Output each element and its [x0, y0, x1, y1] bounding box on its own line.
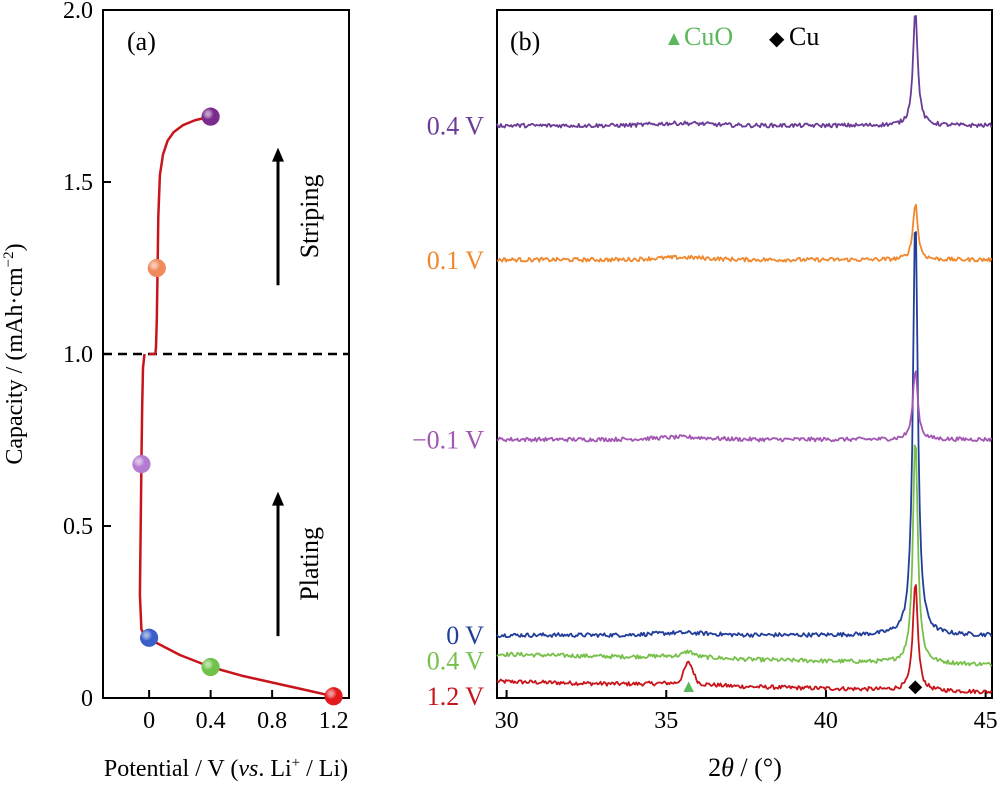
y-tick-label: 1.5: [63, 170, 93, 196]
xrd-trace: [496, 231, 993, 638]
panel-b-label: (b): [510, 27, 540, 56]
xrd-series-label: 0.4 V: [427, 647, 485, 676]
y-tick-label: 1.0: [63, 342, 93, 368]
xrd-trace: [496, 370, 993, 443]
direction-label: Striping: [295, 175, 324, 259]
xrd-trace: [496, 584, 993, 695]
state-marker-shine: [201, 107, 220, 126]
xrd-trace: [496, 444, 993, 667]
xrd-series-label: 0.4 V: [427, 112, 485, 141]
capacity-curve: [149, 115, 211, 356]
xrd-series-label: −0.1 V: [412, 425, 484, 454]
xrd-series-labels: 1.2 V0.4 V0 V−0.1 V0.1 V0.4 V: [412, 112, 484, 711]
x-tick-label: 40: [814, 708, 838, 734]
panel-a-y-axis-label: Capacity / (mAh·cm−2): [1, 243, 28, 464]
xrd-trace: [496, 203, 993, 263]
direction-arrow-head: [272, 147, 284, 162]
y-tick-label: 2.0: [63, 0, 93, 24]
state-marker-shine: [324, 687, 343, 706]
xrd-series-label: 0 V: [446, 621, 484, 650]
panel-b-frame: [496, 9, 993, 699]
y-tick-label: 0: [81, 686, 93, 712]
xrd-peak-markers: ▲ ◆: [680, 676, 923, 696]
panel-b-x-ticks: 30 35 40 45: [495, 690, 998, 734]
legend-cu-symbol: ◆: [769, 28, 785, 50]
panel-b-legend: ▲ CuO ◆ Cu: [664, 22, 819, 51]
state-marker-shine: [140, 628, 159, 647]
legend-cuo-symbol: ▲: [664, 28, 684, 50]
state-markers: [132, 107, 343, 706]
panel-a-x-axis-label: Potential / V (vs. Li+ / Li): [104, 755, 348, 782]
state-marker-shine: [201, 658, 220, 677]
x-tick-label: 0.4: [196, 708, 226, 734]
panel-a-y-ticks: 0 0.5 1.0 1.5 2.0: [63, 0, 111, 712]
direction-arrow-head: [272, 491, 284, 506]
panel-a-label: (a): [127, 27, 156, 56]
x-tick-label: 0.8: [257, 708, 287, 734]
peak-marker: ▲: [680, 676, 698, 696]
xrd-series-label: 1.2 V: [427, 682, 485, 711]
panel-a-x-ticks: 0 0.4 0.8 1.2: [143, 690, 349, 734]
x-tick-label: 1.2: [319, 708, 349, 734]
capacity-curve: [138, 353, 334, 698]
panel-b-x-axis-label: 2θ / (°): [708, 753, 782, 782]
legend-cuo-label: CuO: [684, 22, 733, 51]
xrd-trace: [496, 15, 993, 129]
x-tick-label: 45: [974, 708, 998, 734]
direction-label: Plating: [295, 527, 324, 601]
panel-a-annotations: Striping Plating: [272, 147, 324, 637]
x-tick-label: 30: [495, 708, 519, 734]
state-marker-shine: [147, 259, 166, 277]
legend-cu-label: Cu: [789, 22, 819, 51]
x-tick-label: 0: [143, 708, 155, 734]
state-marker-shine: [132, 455, 151, 474]
x-tick-label: 35: [654, 708, 678, 734]
xrd-series-label: 0.1 V: [427, 246, 485, 275]
peak-marker: ◆: [908, 676, 922, 696]
panel-a: 0 0.5 1.0 1.5 2.0 0 0.4 0.8 1.2 Striping Plating…: [1, 0, 350, 782]
panel-b: 30 35 40 45 1.2 V0.4 V0 V−0.1 V0.1 V0.4 V ▲…: [412, 9, 998, 782]
y-tick-label: 0.5: [63, 514, 93, 540]
xrd-traces: [496, 15, 993, 695]
